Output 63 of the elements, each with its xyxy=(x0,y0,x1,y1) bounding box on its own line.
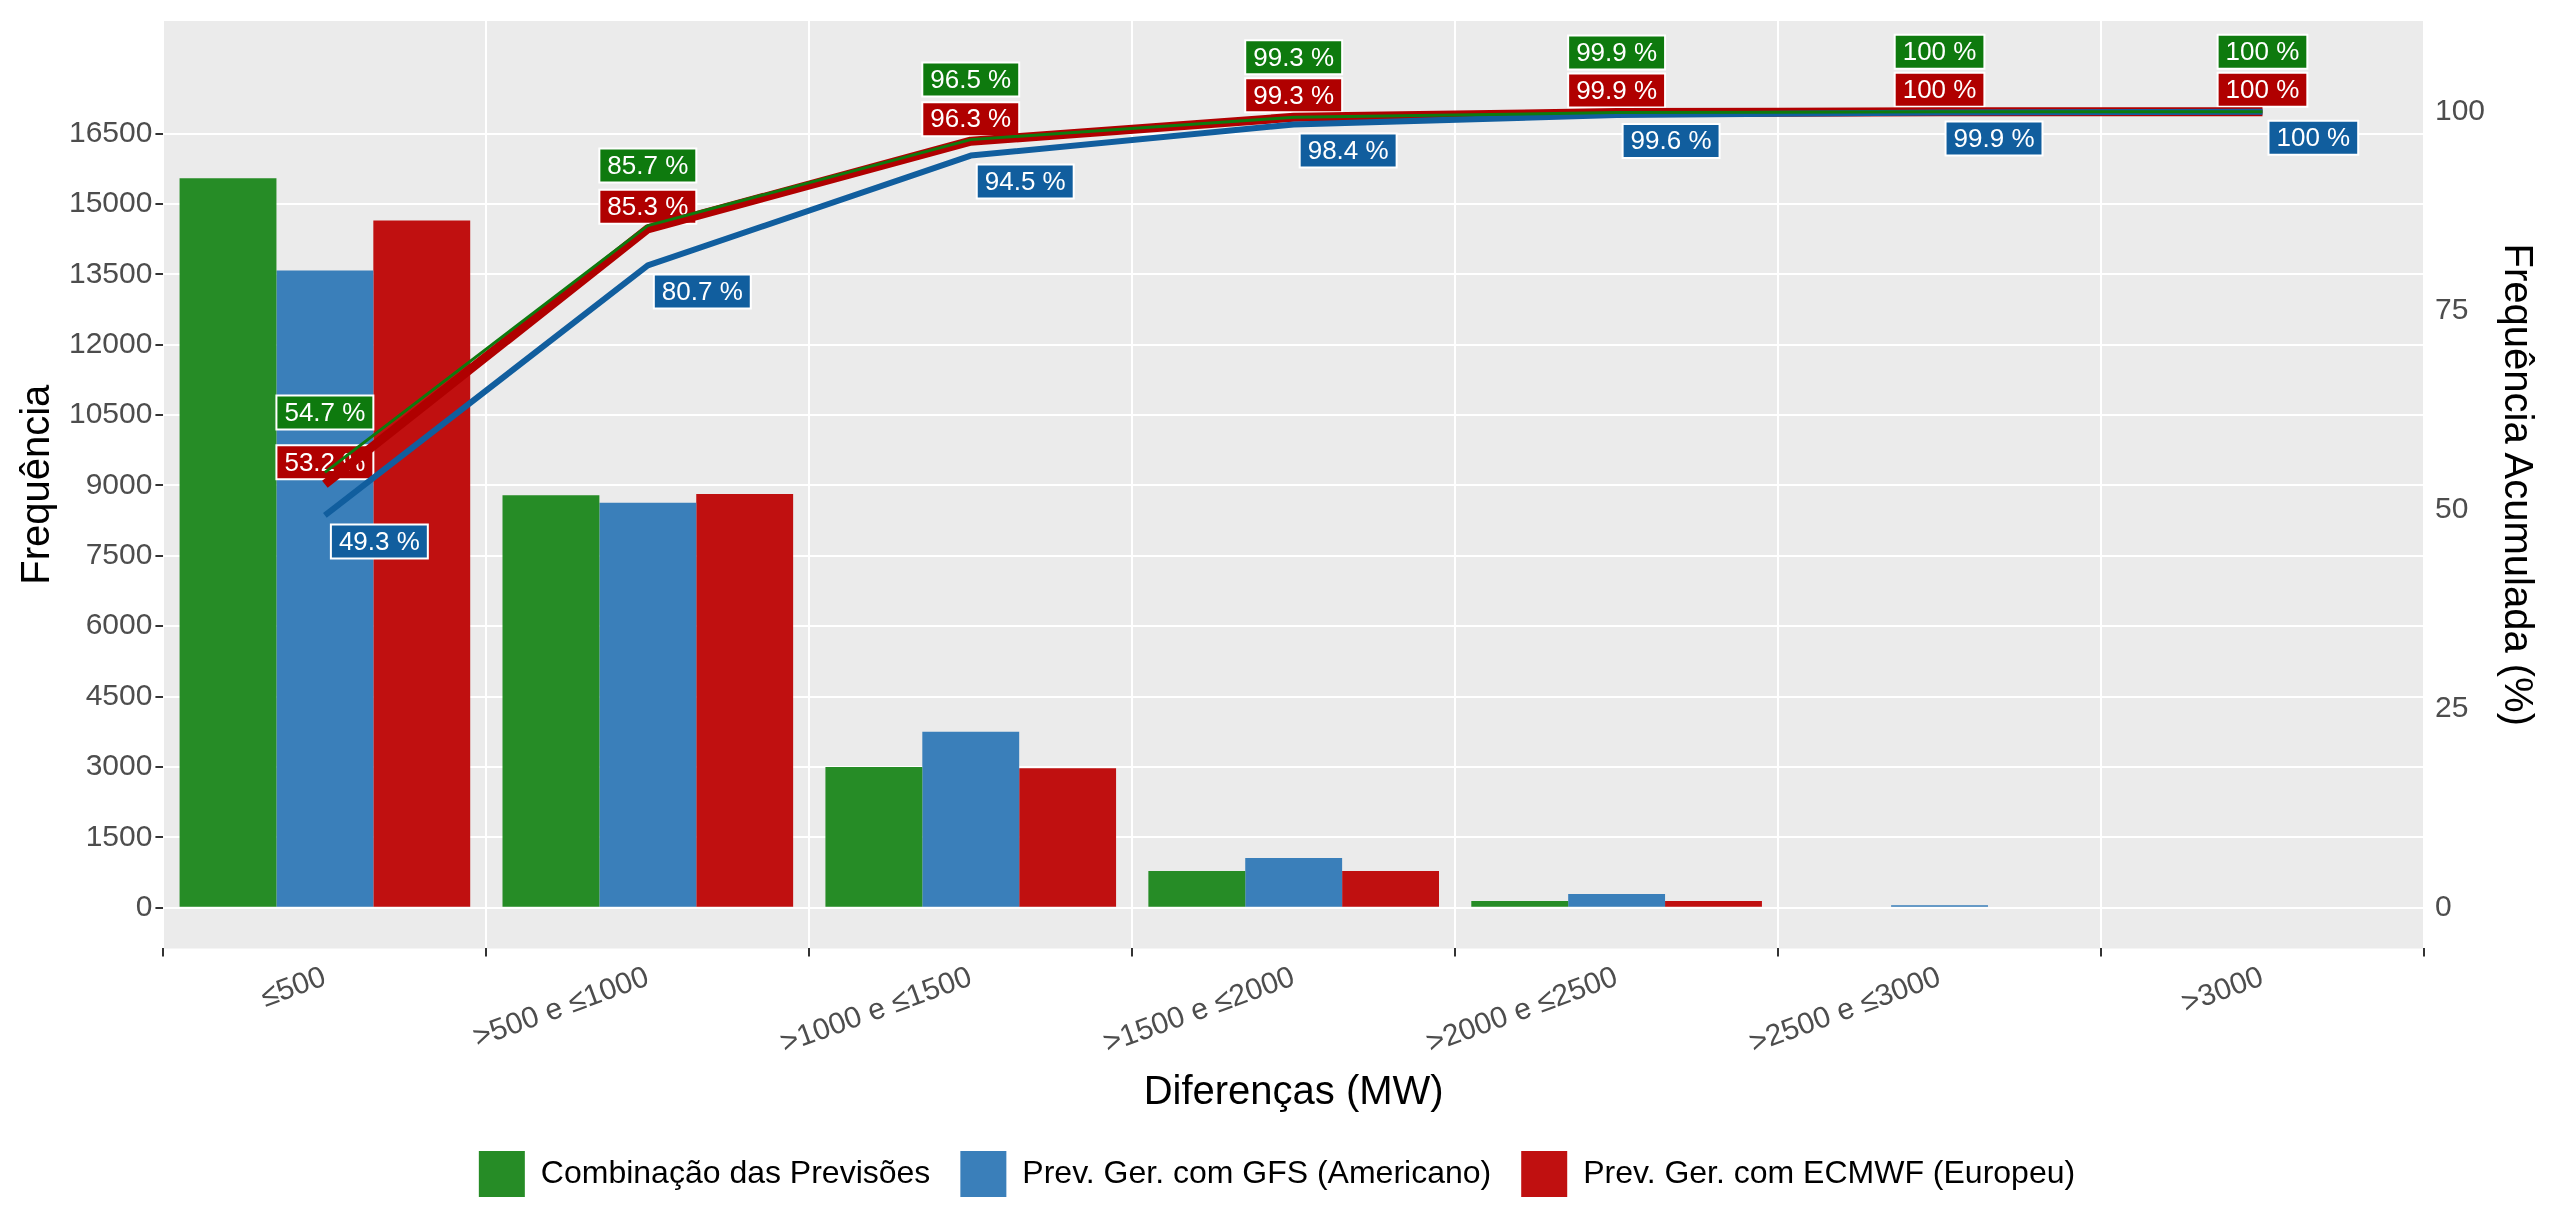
data-label: 100 % xyxy=(2225,35,2300,66)
y-tick-label: 13500 xyxy=(68,255,153,289)
legend-label: Combinação das Previsões xyxy=(540,1153,931,1190)
data-label: 100 % xyxy=(2225,73,2300,104)
y-tick-label: 9000 xyxy=(85,466,153,500)
data-label: 85.3 % xyxy=(607,190,689,221)
y2-tick-label: 100 xyxy=(2434,93,2486,127)
data-label: 54.7 % xyxy=(284,396,366,427)
data-label: 99.9 % xyxy=(1576,74,1658,105)
data-label: 49.3 % xyxy=(338,525,420,556)
y-tick-label: 15000 xyxy=(68,185,153,219)
data-label: 96.5 % xyxy=(930,63,1012,94)
y-tick-label: 3000 xyxy=(85,748,153,782)
bar xyxy=(1568,894,1666,907)
data-label: 100 % xyxy=(1902,73,1977,104)
y2-tick-label: 50 xyxy=(2434,491,2469,525)
y2-tick-label: 75 xyxy=(2434,292,2469,326)
x-tick-label: >1000 e ≤1500 xyxy=(775,958,976,1059)
bar xyxy=(1019,768,1117,907)
y-tick-label: 12000 xyxy=(68,325,153,359)
bar xyxy=(1245,857,1343,907)
data-label: 99.9 % xyxy=(1953,122,2035,153)
x-tick-label: >3000 xyxy=(2176,958,2268,1019)
data-label: 100 % xyxy=(1902,35,1977,66)
bar xyxy=(922,731,1020,907)
data-label: 98.4 % xyxy=(1307,134,1389,165)
data-label: 96.3 % xyxy=(930,103,1012,134)
bar xyxy=(179,178,277,907)
data-label: 80.7 % xyxy=(661,275,743,306)
bar xyxy=(599,502,697,907)
y2-tick-label: 0 xyxy=(2434,889,2452,923)
data-label: 85.7 % xyxy=(607,149,689,180)
bar xyxy=(696,493,794,907)
bar xyxy=(1342,871,1439,907)
x-axis-title: Diferenças (MW) xyxy=(1143,1068,1444,1113)
y-tick-label: 7500 xyxy=(85,537,153,571)
y-tick-label: 10500 xyxy=(68,396,153,430)
data-label: 94.5 % xyxy=(984,165,1066,196)
bar xyxy=(1665,901,1762,907)
bar xyxy=(502,495,600,907)
y2-tick-label: 25 xyxy=(2434,690,2469,724)
bar xyxy=(825,766,923,907)
x-tick-label: >2500 e ≤3000 xyxy=(1744,958,1945,1059)
x-tick-label: ≤500 xyxy=(255,958,330,1013)
y-axis-title: Frequência xyxy=(13,383,58,585)
y-tick-label: 4500 xyxy=(85,677,153,711)
bar xyxy=(1148,871,1246,907)
data-label: 99.6 % xyxy=(1630,125,1712,156)
data-label: 100 % xyxy=(2276,121,2351,152)
data-label: 99.9 % xyxy=(1576,36,1658,67)
y-tick-label: 0 xyxy=(135,888,153,922)
x-tick-label: >1500 e ≤2000 xyxy=(1098,958,1299,1059)
y-tick-label: 6000 xyxy=(85,607,153,641)
x-tick-label: >500 e ≤1000 xyxy=(468,958,653,1053)
legend-label: Prev. Ger. com ECMWF (Europeu) xyxy=(1583,1153,2076,1190)
bar xyxy=(1471,901,1569,907)
data-label: 99.3 % xyxy=(1253,41,1335,72)
data-label: 99.3 % xyxy=(1253,79,1335,110)
y-tick-label: 1500 xyxy=(85,818,153,852)
x-tick-label: >2000 e ≤2500 xyxy=(1421,958,1622,1059)
legend-label: Prev. Ger. com GFS (Americano) xyxy=(1022,1153,1492,1190)
y2-axis-title: Frequência Acumulada (%) xyxy=(2496,243,2541,726)
y-tick-label: 16500 xyxy=(68,114,153,148)
